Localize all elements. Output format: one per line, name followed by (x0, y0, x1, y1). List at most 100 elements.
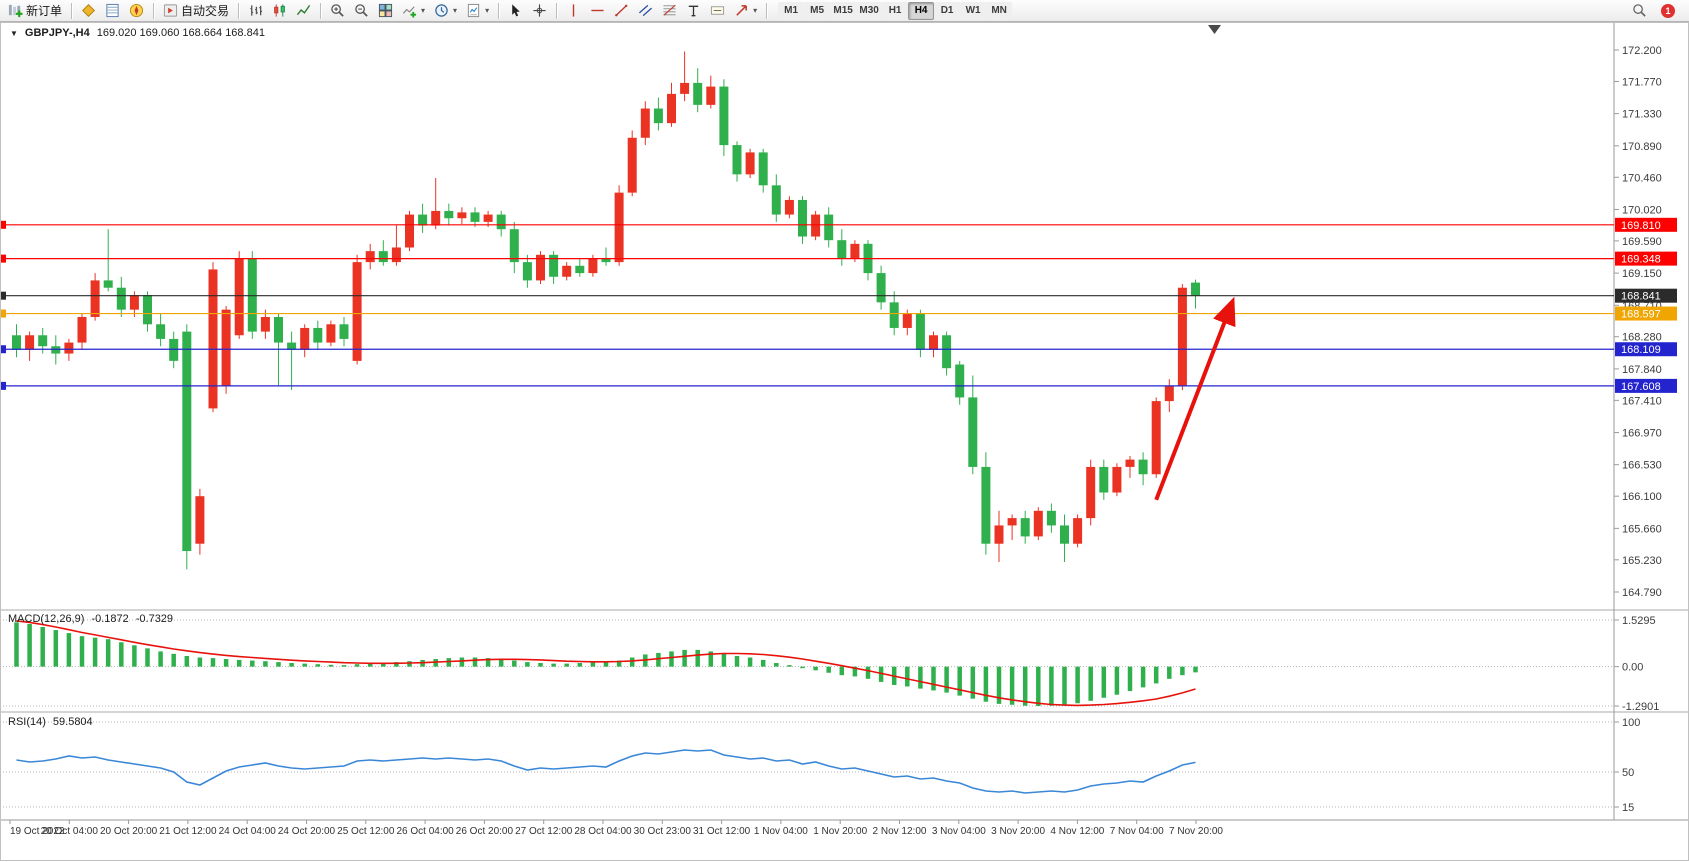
svg-text:1.5295: 1.5295 (1622, 615, 1656, 627)
toolbar-right: 1 (1628, 1, 1685, 20)
crosshair-button[interactable] (528, 1, 551, 20)
svg-text:165.230: 165.230 (1622, 555, 1662, 567)
arrows-icon (734, 3, 749, 18)
svg-text:-1.2901: -1.2901 (1622, 701, 1659, 713)
svg-text:3 Nov 04:00: 3 Nov 04:00 (932, 826, 986, 837)
rsi-panel: 100 50 15 (0, 717, 1640, 814)
svg-text:164.790: 164.790 (1622, 587, 1662, 599)
toolbar-buttons: 新订单 自动交易 ▾ ▾ ▾ ▾ (4, 1, 771, 20)
timeframe-h4[interactable]: H4 (908, 1, 935, 20)
templates-button[interactable]: ▾ (462, 1, 493, 20)
text-button[interactable] (682, 1, 705, 20)
svg-text:26 Oct 20:00: 26 Oct 20:00 (456, 826, 514, 837)
chevron-down-icon: ▾ (485, 6, 490, 15)
vertical-line-icon (566, 3, 581, 18)
svg-text:170.020: 170.020 (1622, 204, 1662, 216)
channel-button[interactable] (634, 1, 657, 20)
toolbar-separator (153, 2, 155, 19)
periods-button[interactable]: ▾ (430, 1, 461, 20)
price-tag-168.109: 168.109 (1615, 342, 1677, 357)
bar-chart-button[interactable] (244, 1, 267, 20)
data-window-button[interactable] (101, 1, 124, 20)
chart-shift-marker[interactable] (1208, 25, 1221, 34)
svg-text:172.200: 172.200 (1622, 45, 1662, 57)
panel-separator[interactable] (0, 609, 1689, 612)
timeframe-buttons: M1 M5 M15 M30 H1 H4 D1 W1 MN (778, 1, 1013, 20)
price-tag-169.348: 169.348 (1615, 251, 1677, 266)
hline-167.608[interactable] (0, 381, 1614, 390)
channel-icon (638, 3, 653, 18)
vertical-line-button[interactable] (562, 1, 585, 20)
chevron-down-icon: ▾ (753, 6, 758, 15)
svg-text:100: 100 (1622, 717, 1640, 729)
svg-text:20 Oct 04:00: 20 Oct 04:00 (41, 826, 99, 837)
zoom-out-button[interactable] (350, 1, 373, 20)
svg-text:166.530: 166.530 (1622, 460, 1662, 472)
autotrading-button-label: 自动交易 (181, 4, 230, 18)
svg-text:169.810: 169.810 (1621, 220, 1661, 232)
toolbar-separator (238, 2, 240, 19)
timeframe-m5[interactable]: M5 (804, 1, 831, 20)
navigator-button[interactable] (125, 1, 148, 20)
tile-windows-button[interactable] (374, 1, 397, 20)
search-button[interactable] (1628, 1, 1651, 20)
label-icon (710, 3, 725, 18)
cursor-button[interactable] (504, 1, 527, 20)
timeframe-m30[interactable]: M30 (856, 1, 883, 20)
price-tag-169.810: 169.810 (1615, 217, 1677, 232)
timeframe-h1[interactable]: H1 (882, 1, 909, 20)
svg-text:167.410: 167.410 (1622, 395, 1662, 407)
timeframe-m15[interactable]: M15 (830, 1, 857, 20)
hline-168.597[interactable] (0, 309, 1614, 318)
svg-text:170.460: 170.460 (1622, 172, 1662, 184)
fibonacci-button[interactable] (658, 1, 681, 20)
label-button[interactable] (706, 1, 729, 20)
svg-text:165.660: 165.660 (1622, 523, 1662, 535)
candlestick-button[interactable] (268, 1, 291, 20)
hline-169.810[interactable] (0, 220, 1614, 229)
line-chart-button[interactable] (292, 1, 315, 20)
market-watch-button[interactable] (77, 1, 100, 20)
arrows-button[interactable]: ▾ (730, 1, 761, 20)
new-order-button[interactable]: 新订单 (4, 1, 66, 20)
timeframe-m1[interactable]: M1 (778, 1, 805, 20)
svg-text:166.100: 166.100 (1622, 491, 1662, 503)
indicators-button[interactable]: ▾ (398, 1, 429, 20)
svg-text:169.150: 169.150 (1622, 268, 1662, 280)
svg-text:171.770: 171.770 (1622, 76, 1662, 88)
trend-arrow-annotation[interactable] (1154, 296, 1236, 501)
chevron-down-icon: ▾ (453, 6, 458, 15)
timeframe-mn[interactable]: MN (986, 1, 1013, 20)
svg-text:169.348: 169.348 (1621, 254, 1661, 266)
timeframe-d1[interactable]: D1 (934, 1, 961, 20)
toolbar-separator (498, 2, 500, 19)
price-tag-168.841: 168.841 (1615, 288, 1677, 303)
autotrading-button[interactable]: 自动交易 (159, 1, 233, 20)
price-axis[interactable]: 172.200 171.770 171.330 170.890 170.460 170.0… (1613, 22, 1662, 820)
hline-168.109[interactable] (0, 345, 1614, 354)
timeframe-w1[interactable]: W1 (960, 1, 987, 20)
hline-169.348[interactable] (0, 254, 1614, 263)
toolbar-separator (766, 2, 768, 19)
line-chart-icon (296, 3, 311, 18)
panel-separator[interactable] (0, 711, 1689, 714)
toolbar-separator (320, 2, 322, 19)
toolbar-separator (556, 2, 558, 19)
svg-text:26 Oct 04:00: 26 Oct 04:00 (396, 826, 454, 837)
svg-text:168.841: 168.841 (1621, 291, 1661, 303)
horizontal-line-button[interactable] (586, 1, 609, 20)
trendline-button[interactable] (610, 1, 633, 20)
price-tag-167.608: 167.608 (1615, 378, 1677, 393)
svg-text:50: 50 (1622, 767, 1634, 779)
svg-text:168.597: 168.597 (1621, 309, 1661, 321)
notifications-button[interactable]: 1 (1657, 1, 1679, 20)
svg-text:1 Nov 04:00: 1 Nov 04:00 (754, 826, 808, 837)
macd-signal-line (16, 620, 1196, 707)
bar-chart-icon (248, 3, 263, 18)
svg-text:7 Nov 20:00: 7 Nov 20:00 (1169, 826, 1223, 837)
zoom-in-button[interactable] (326, 1, 349, 20)
hline-168.841[interactable] (0, 291, 1614, 300)
indicators-icon (402, 3, 417, 18)
